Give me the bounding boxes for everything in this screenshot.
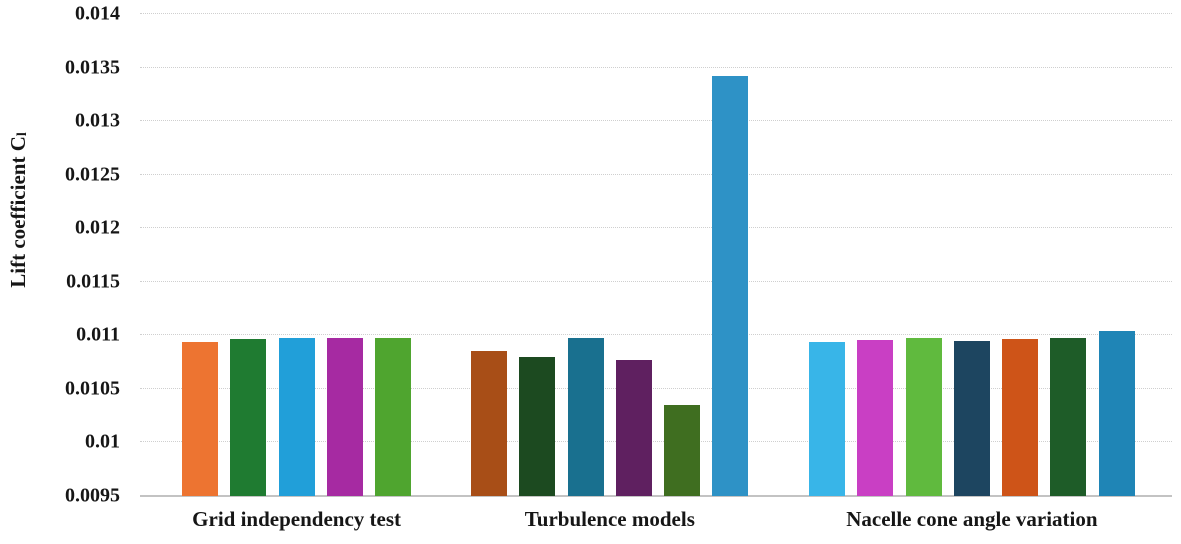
y-tick-label: 0.0095 <box>65 484 120 507</box>
bar-2-5 <box>1050 337 1087 496</box>
x-axis-group-label: Nacelle cone angle variation <box>846 507 1098 531</box>
plot-area <box>140 13 1172 497</box>
bar-0-4 <box>375 337 412 496</box>
bar-0-2 <box>278 337 315 496</box>
y-tick-label: 0.0125 <box>65 163 120 186</box>
bar-1-1 <box>519 356 556 496</box>
y-tick-label: 0.012 <box>75 216 120 239</box>
bar-2-0 <box>809 341 845 496</box>
bar-2-1 <box>857 339 894 496</box>
bar-group-2 <box>809 331 1135 496</box>
gridline <box>140 227 1172 229</box>
bar-2-2 <box>905 337 942 496</box>
y-axis: 0.014 0.0135 0.013 0.0125 0.012 0.0115 0.011 0.… <box>0 0 120 544</box>
bar-2-4 <box>1002 338 1039 496</box>
gridline <box>140 441 1172 443</box>
bar-0-0 <box>182 341 218 496</box>
x-axis-group-label: Turbulence models <box>524 507 695 531</box>
bar-group-0 <box>182 337 412 496</box>
y-tick-label: 0.011 <box>76 323 120 346</box>
gridline <box>140 13 1172 14</box>
bar-1-4 <box>664 405 701 496</box>
y-tick-label: 0.013 <box>75 109 120 132</box>
bar-group-1 <box>471 76 749 496</box>
x-axis-group-label: Grid independency test <box>192 507 402 531</box>
bar-2-3 <box>953 340 990 496</box>
y-tick-label: 0.0135 <box>65 56 120 79</box>
bar-0-1 <box>230 338 267 496</box>
gridline <box>140 387 1172 389</box>
bar-1-2 <box>567 337 604 496</box>
gridline <box>140 334 1172 336</box>
y-tick-label: 0.01 <box>85 430 120 453</box>
bar-1-5 <box>712 76 749 496</box>
bar-2-6 <box>1098 331 1135 496</box>
bar-1-0 <box>471 351 507 496</box>
y-tick-label: 0.0115 <box>66 270 120 293</box>
gridline <box>140 280 1172 282</box>
gridline <box>140 120 1172 122</box>
y-tick-label: 0.014 <box>75 2 120 25</box>
bar-0-3 <box>326 337 363 496</box>
y-tick-label: 0.0105 <box>65 377 120 400</box>
bar-1-3 <box>615 360 652 496</box>
x-axis-line <box>140 495 1172 497</box>
gridline <box>140 173 1172 175</box>
gridline <box>140 66 1172 68</box>
